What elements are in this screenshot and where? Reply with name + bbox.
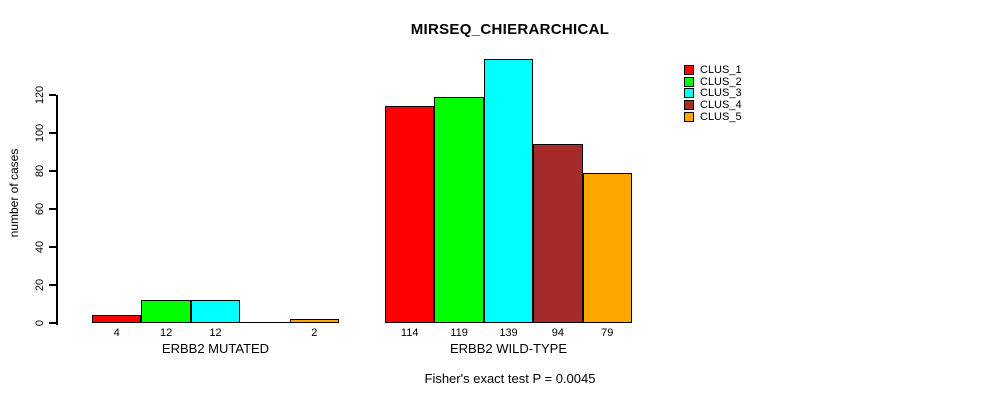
annotation-text: Fisher's exact test P = 0.0045	[424, 371, 596, 386]
bar-clus_3-mutated	[190, 300, 241, 323]
bar-clus_3-wildtype	[483, 58, 534, 323]
bar-value-label: 139	[499, 327, 518, 339]
bar-clus_4-zero	[240, 321, 290, 323]
y-axis-tick	[49, 208, 56, 210]
bar-value-label: 12	[159, 327, 173, 339]
y-axis-tick	[49, 170, 56, 172]
y-axis-tick-label: 40	[34, 240, 46, 254]
legend-entry-clus_3: CLUS_3	[684, 87, 742, 99]
legend-entry-clus_1: CLUS_1	[684, 64, 742, 76]
y-axis-tick	[49, 322, 56, 324]
bar-clus_2-wildtype	[434, 96, 484, 323]
group-label-wildtype: ERBB2 WILD-TYPE	[449, 341, 568, 356]
legend-swatch-clus_1	[684, 64, 694, 75]
legend-entry-clus_4: CLUS_4	[684, 99, 742, 111]
legend: CLUS_1 CLUS_2 CLUS_3 CLUS_4 CLUS_5	[684, 64, 742, 122]
y-axis-tick	[49, 284, 56, 286]
bar-clus_5-wildtype	[582, 172, 632, 323]
bar-value-label: 2	[311, 327, 318, 339]
legend-label: CLUS_1	[700, 63, 742, 76]
group-label-mutated: ERBB2 MUTATED	[161, 341, 270, 356]
bar-value-label: 12	[209, 327, 222, 339]
y-axis-tick	[49, 246, 56, 248]
bar-clus_1-wildtype	[385, 106, 435, 323]
y-axis-tick-label: 80	[34, 164, 46, 178]
y-axis-tick-label: 100	[34, 123, 46, 143]
legend-swatch-clus_5	[684, 111, 694, 122]
legend-label: CLUS_3	[700, 87, 742, 100]
legend-label: CLUS_5	[700, 110, 742, 123]
chart-title: MIRSEQ_CHIERARCHICAL	[410, 21, 610, 38]
bar-clus_2-mutated	[141, 300, 191, 323]
legend-label: CLUS_4	[700, 98, 742, 111]
y-axis-tick-label: 20	[34, 278, 46, 292]
y-axis-tick-label: 60	[34, 202, 46, 216]
legend-label: CLUS_2	[700, 75, 742, 88]
y-axis-tick	[49, 132, 56, 134]
legend-swatch-clus_3	[684, 88, 694, 99]
y-axis-tick	[49, 94, 56, 96]
y-axis-tick-label: 0	[34, 319, 46, 327]
bar-value-label: 94	[551, 327, 565, 339]
y-axis-title: number of cases	[7, 148, 21, 238]
legend-entry-clus_5: CLUS_5	[684, 111, 742, 123]
legend-entry-clus_2: CLUS_2	[684, 76, 742, 88]
legend-swatch-clus_4	[684, 99, 694, 110]
bar-clus_5-mutated	[289, 319, 339, 323]
bar-value-label: 4	[113, 327, 120, 339]
bar-value-label: 119	[450, 327, 468, 339]
bar-value-label: 79	[601, 327, 614, 339]
bar-clus_4-wildtype	[533, 144, 583, 323]
y-axis-tick-label: 120	[34, 85, 46, 105]
bar-clus_1-mutated	[92, 315, 142, 323]
y-axis-line	[56, 95, 58, 325]
legend-swatch-clus_2	[684, 76, 694, 87]
bar-value-label: 114	[400, 327, 419, 339]
